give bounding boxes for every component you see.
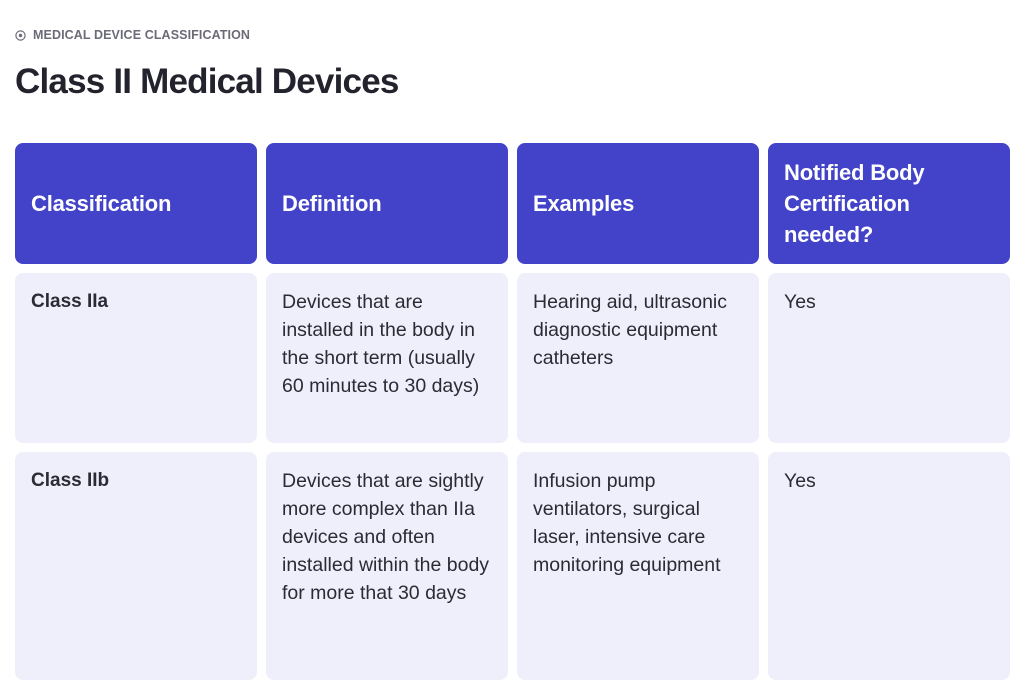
row-definition: Devices that are installed in the body i…	[266, 273, 508, 443]
row-certification: Yes	[768, 452, 1010, 680]
classification-table: Classification Definition Examples Notif…	[15, 143, 1010, 680]
circle-dot-icon	[15, 29, 26, 41]
header-definition: Definition	[266, 143, 508, 264]
header-examples: Examples	[517, 143, 759, 264]
row-examples: Hearing aid, ultrasonic diagnostic equip…	[517, 273, 759, 443]
eyebrow-label: MEDICAL DEVICE CLASSIFICATION	[33, 28, 251, 42]
page-title: Class II Medical Devices	[15, 62, 399, 101]
header-classification: Classification	[15, 143, 257, 264]
row-examples: Infusion pump ventilators, surgical lase…	[517, 452, 759, 680]
row-classification: Class IIa	[15, 273, 257, 443]
row-definition: Devices that are sightly more complex th…	[266, 452, 508, 680]
section-eyebrow: MEDICAL DEVICE CLASSIFICATION	[15, 28, 250, 42]
row-classification: Class IIb	[15, 452, 257, 680]
row-certification: Yes	[768, 273, 1010, 443]
header-certification: Notified Body Certification needed?	[768, 143, 1010, 264]
